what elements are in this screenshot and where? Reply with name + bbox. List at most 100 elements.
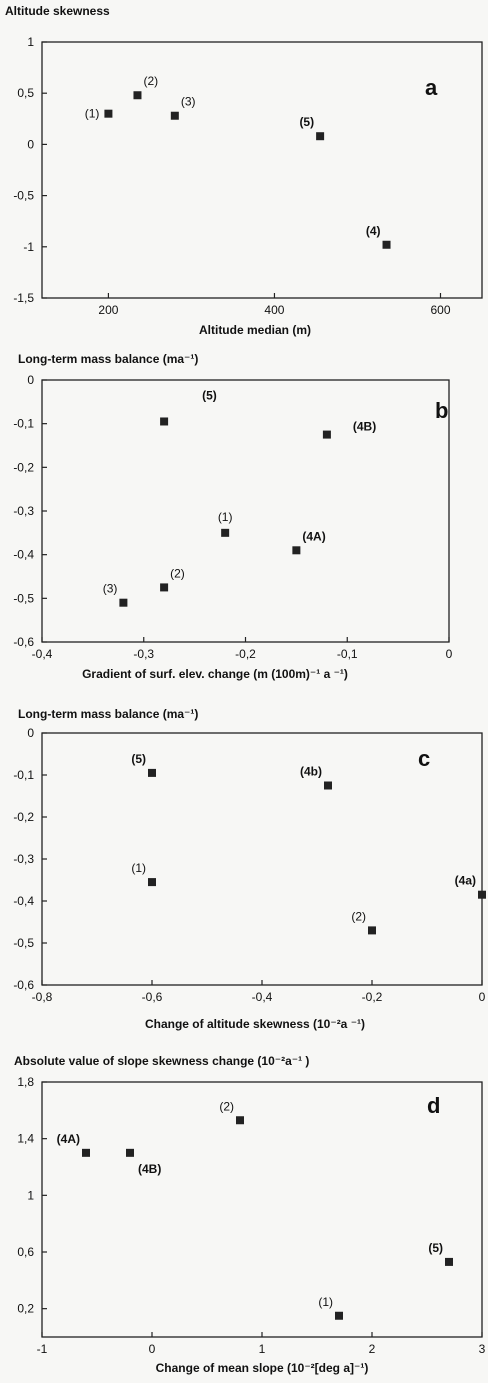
y-tick-label: -0,2 [13,810,34,824]
data-point-label: (2) [170,566,185,580]
x-tick-label: 0 [149,1342,156,1356]
data-point [335,1311,343,1320]
x-tick-label: 2 [369,1342,376,1356]
data-point [478,890,486,899]
data-point [292,546,301,555]
data-point-label: (3) [181,95,196,109]
y-tick-label: 1 [27,35,34,49]
data-point-label: (2) [143,74,158,88]
y-tick-label: 1,8 [17,1075,34,1089]
data-point [322,430,331,439]
data-point [160,417,169,426]
x-tick-label: 600 [430,303,450,317]
x-tick-label: -0,4 [32,647,53,661]
data-point-label: (1) [131,861,146,875]
data-point [160,583,169,592]
data-point-label: (2) [351,909,366,923]
data-point-label: (5) [428,1241,443,1255]
data-point-label: (5) [299,115,314,129]
data-point [119,598,128,607]
plot-frame [41,732,483,986]
data-point-label: (4A) [302,529,325,543]
data-point-label: (3) [103,582,118,596]
y-tick-label: -1,5 [13,291,34,305]
y-tick-label: -0,6 [13,635,34,649]
chart-panel-d: Absolute value of slope skewness change … [14,1054,486,1375]
x-tick-label: 0 [479,990,486,1004]
y-tick-label: 1,4 [17,1132,34,1146]
data-point-label: (4B) [138,1162,161,1176]
x-tick-label: -0,3 [133,647,154,661]
data-point-label: (4) [366,224,381,238]
x-axis-title: Change of altitude skewness (10⁻²a ⁻¹) [145,1017,365,1031]
y-tick-label: -0,3 [13,852,34,866]
y-tick-label: -0,4 [13,894,34,908]
data-point [170,111,179,120]
data-point [126,1148,134,1157]
x-tick-label: 3 [479,1342,486,1356]
x-tick-label: -0,1 [337,647,358,661]
data-point [316,132,325,141]
y-tick-label: -0,1 [13,417,34,431]
chart-title: Altitude skewness [5,4,110,18]
chart-title: Absolute value of slope skewness change … [14,1054,309,1068]
data-point-label: (1) [218,510,233,524]
x-tick-label: 200 [98,303,118,317]
data-point-label: (1) [318,1295,333,1309]
plot-frame [41,379,450,643]
x-axis-title: Change of mean slope (10⁻²[deg a]⁻¹) [156,1361,369,1375]
x-tick-label: -1 [37,1342,48,1356]
data-point-label: (4b) [300,765,322,779]
y-tick-label: 0 [27,726,34,740]
y-tick-label: 0,5 [17,86,34,100]
panel-letter: b [435,398,448,423]
chart-panel-c: Long-term mass balance (ma⁻¹) c 0 -0,1 -0,2 -… [13,707,486,1031]
data-point-label: (4A) [57,1132,80,1146]
y-tick-label: -0,6 [13,978,34,992]
plot-frame [41,41,483,299]
x-tick-label: -0,4 [252,990,273,1004]
data-point-label: (4a) [455,874,476,888]
y-tick-label: 0 [27,137,34,151]
data-point [133,91,142,100]
plot-frame [41,1081,483,1338]
data-point-label: (1) [85,107,100,121]
x-tick-label: -0,8 [32,990,53,1004]
y-tick-label: -0,5 [13,189,34,203]
chart-title: Long-term mass balance (ma⁻¹) [18,352,198,366]
y-tick-label: -0,5 [13,936,34,950]
data-point-label: (5) [131,752,146,766]
x-tick-label: -0,2 [362,990,383,1004]
data-point [148,878,156,887]
y-tick-label: 0,2 [17,1302,34,1316]
panel-letter: c [418,746,430,771]
data-point [82,1148,90,1157]
y-tick-label: -0,4 [13,548,34,562]
x-tick-label: 0 [446,647,453,661]
x-tick-label: 400 [264,303,284,317]
data-point [104,109,113,118]
y-tick-label: -0,5 [13,591,34,605]
y-tick-label: -1 [23,240,34,254]
chart-panel-b: Long-term mass balance (ma⁻¹) b 0 -0,1 -0,2 -… [13,352,452,681]
y-tick-label: 0 [27,373,34,387]
chart-title: Long-term mass balance (ma⁻¹) [18,707,198,721]
x-tick-label: 1 [259,1342,266,1356]
x-axis-title: Gradient of surf. elev. change (m (100m)… [82,667,348,681]
x-axis-title: Altitude median (m) [199,323,311,337]
y-tick-label: -0,2 [13,460,34,474]
data-point-label: (2) [219,1099,234,1113]
x-tick-label: -0,2 [235,647,256,661]
y-tick-label: 1 [27,1188,34,1202]
data-point-label: (4B) [353,420,376,434]
data-point [368,926,376,935]
x-tick-label: -0,6 [142,990,163,1004]
y-tick-label: 0,6 [17,1245,34,1259]
data-point [148,768,156,777]
data-point [382,240,391,249]
y-tick-label: -0,1 [13,768,34,782]
data-point-label: (5) [202,388,217,402]
data-point [445,1257,453,1266]
chart-panel-a: Altitude skewness a 1 0,5 0 -0,5 -1 -1,5 200 400 6… [5,4,483,337]
